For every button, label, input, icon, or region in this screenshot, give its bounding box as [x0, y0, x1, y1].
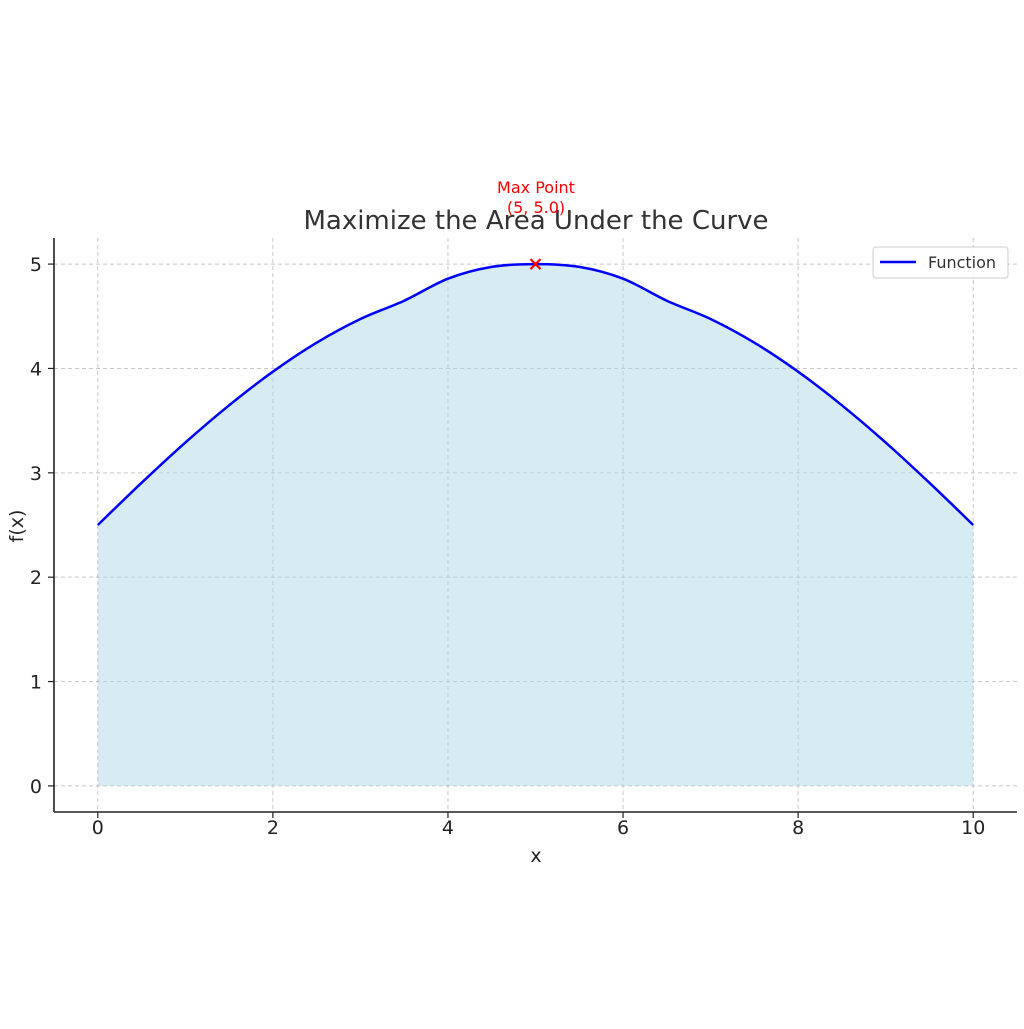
annotation-line-2: (5, 5.0)	[507, 198, 565, 217]
axes	[53, 238, 1017, 813]
y-tick-label: 4	[30, 358, 42, 380]
x-axis-ticks: 0 2 4 6 8 10	[92, 812, 985, 839]
y-tick-label: 0	[30, 776, 42, 798]
x-tick-label: 10	[961, 817, 985, 839]
y-tick-label: 1	[30, 672, 42, 694]
y-axis-ticks: 0 1 2 3 4 5	[30, 254, 54, 798]
y-tick-label: 5	[30, 254, 42, 276]
y-tick-label: 2	[30, 567, 42, 589]
x-tick-label: 4	[442, 817, 454, 839]
y-tick-label: 3	[30, 463, 42, 485]
max-point-marker	[529, 258, 542, 270]
x-tick-label: 0	[92, 817, 104, 839]
x-tick-label: 6	[617, 817, 629, 839]
legend-box	[872, 246, 1009, 279]
area-under-curve	[97, 264, 974, 786]
x-tick-label: 2	[267, 817, 279, 839]
y-axis-title: f(x)	[6, 510, 28, 543]
chart-title: Maximize the Area Under the Curve	[303, 206, 768, 236]
legend: Function	[872, 246, 1009, 279]
max-point-x-stroke	[529, 258, 542, 270]
legend-label: Function	[928, 253, 996, 272]
x-axis-title: x	[530, 845, 541, 867]
annotation-line-1: Max Point	[497, 178, 575, 197]
x-tick-label: 8	[792, 817, 804, 839]
